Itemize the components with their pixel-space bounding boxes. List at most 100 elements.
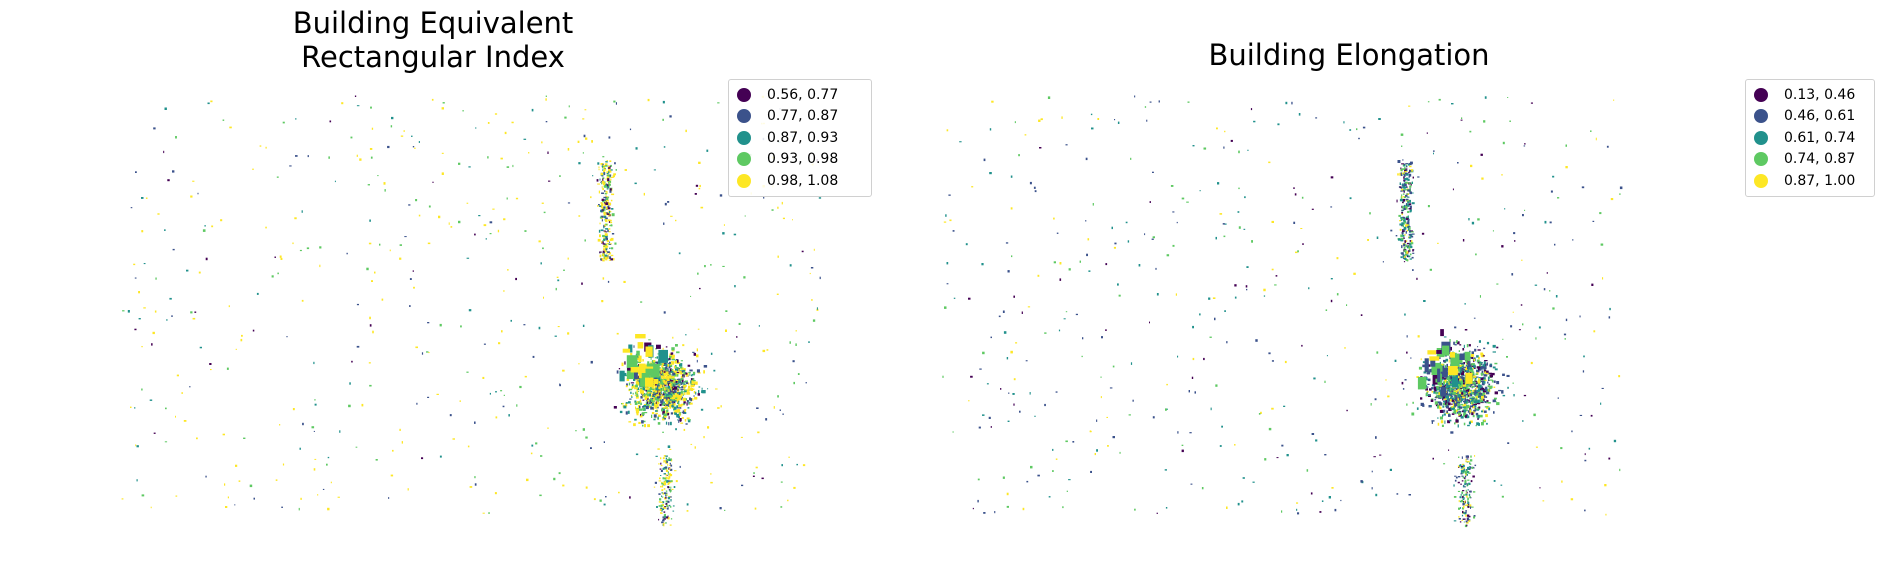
building-footprint — [626, 377, 630, 381]
building-footprint — [1243, 228, 1246, 230]
building-footprint — [657, 448, 660, 450]
building-footprint — [1523, 394, 1527, 397]
building-footprint — [666, 474, 668, 476]
building-footprint — [659, 498, 662, 501]
building-footprint — [1296, 502, 1299, 504]
building-footprint — [672, 505, 675, 507]
building-footprint — [635, 408, 639, 411]
building-footprint — [609, 190, 612, 193]
building-footprint — [1546, 272, 1548, 274]
building-footprint — [1483, 361, 1486, 365]
building-footprint — [673, 486, 676, 488]
building-footprint — [1476, 422, 1480, 426]
building-footprint — [625, 374, 629, 377]
building-footprint — [545, 121, 548, 123]
building-footprint — [1483, 377, 1486, 380]
chart-title-line-2: Rectangular Index — [301, 40, 565, 74]
building-footprint — [1460, 372, 1464, 376]
building-footprint — [1534, 284, 1538, 286]
building-footprint — [649, 400, 652, 403]
building-footprint — [154, 310, 157, 313]
building-footprint — [1481, 370, 1484, 373]
building-footprint — [1477, 346, 1479, 348]
building-footprint — [640, 377, 649, 387]
building-footprint — [1444, 409, 1446, 413]
building-footprint — [1460, 472, 1463, 475]
building-footprint — [299, 249, 302, 252]
chart-equivalent-rectangular-index: Building Equivalent Rectangular Index 0.… — [121, 6, 872, 527]
building-footprint — [672, 388, 675, 390]
building-footprint — [1477, 380, 1481, 384]
building-footprint — [656, 506, 658, 508]
building-footprint — [667, 381, 670, 383]
building-footprint — [623, 405, 627, 409]
building-footprint — [602, 210, 605, 213]
building-footprint — [1175, 293, 1177, 296]
building-footprint — [1452, 375, 1455, 378]
building-footprint — [1462, 371, 1465, 374]
building-footprint — [1480, 377, 1484, 381]
building-footprint — [635, 391, 637, 395]
building-footprint — [1480, 401, 1484, 404]
building-footprint — [507, 269, 509, 271]
building-footprint — [351, 360, 353, 363]
building-footprint — [607, 198, 609, 200]
building-footprint — [611, 233, 615, 235]
building-footprint — [1468, 466, 1471, 468]
building-footprint — [946, 262, 949, 265]
building-footprint — [640, 402, 642, 405]
building-footprint — [541, 141, 543, 144]
building-footprint — [1436, 387, 1438, 391]
building-footprint — [998, 315, 1001, 318]
building-footprint — [1403, 246, 1406, 250]
building-footprint — [1486, 391, 1490, 395]
building-footprint — [280, 257, 283, 260]
building-footprint — [1465, 493, 1468, 496]
building-footprint — [319, 264, 321, 268]
building-footprint — [780, 481, 783, 483]
building-footprint — [474, 233, 476, 236]
building-footprint — [1406, 222, 1409, 225]
building-footprint — [631, 384, 634, 388]
building-footprint — [640, 390, 644, 394]
building-footprint — [578, 162, 581, 165]
building-footprint — [666, 379, 669, 381]
building-footprint — [1512, 311, 1514, 313]
building-footprint — [1407, 178, 1410, 181]
building-footprint — [418, 214, 421, 217]
building-footprint — [1524, 143, 1526, 145]
building-footprint — [668, 399, 670, 403]
building-footprint — [1330, 206, 1333, 208]
building-footprint — [1403, 185, 1405, 187]
building-footprint — [1457, 476, 1461, 478]
building-footprint — [399, 428, 401, 431]
building-footprint — [642, 407, 645, 411]
building-footprint — [1459, 500, 1462, 503]
building-footprint — [1402, 193, 1405, 195]
legend-marker — [1754, 152, 1768, 167]
building-footprint — [606, 196, 608, 198]
building-footprint — [1483, 374, 1487, 377]
building-footprint — [663, 460, 665, 463]
building-footprint — [664, 507, 667, 509]
building-footprint — [661, 363, 666, 365]
building-footprint — [622, 348, 631, 353]
building-footprint — [1461, 480, 1464, 482]
building-footprint — [669, 406, 672, 409]
building-footprint — [808, 341, 810, 343]
building-footprint — [1466, 395, 1468, 399]
building-footprint — [789, 341, 791, 344]
building-footprint — [666, 382, 669, 384]
building-footprint — [1502, 141, 1505, 145]
building-footprint — [631, 396, 633, 398]
building-footprint — [1476, 385, 1479, 388]
building-footprint — [1444, 420, 1446, 424]
building-footprint — [510, 319, 512, 322]
building-footprint — [686, 389, 690, 391]
building-footprint — [1404, 177, 1407, 180]
building-footprint — [660, 388, 663, 392]
building-footprint — [763, 196, 765, 199]
building-footprint — [1524, 209, 1526, 211]
building-footprint — [1467, 479, 1470, 481]
building-footprint — [489, 221, 493, 224]
